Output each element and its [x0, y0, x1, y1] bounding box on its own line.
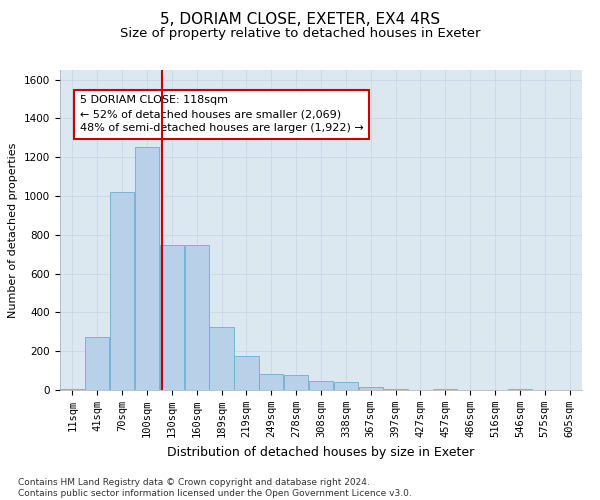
Bar	[334, 382, 358, 390]
X-axis label: Distribution of detached houses by size in Exeter: Distribution of detached houses by size …	[167, 446, 475, 458]
Bar	[508, 389, 532, 390]
Bar	[433, 389, 457, 390]
Text: 5 DORIAM CLOSE: 118sqm
← 52% of detached houses are smaller (2,069)
48% of semi-: 5 DORIAM CLOSE: 118sqm ← 52% of detached…	[80, 95, 364, 133]
Bar	[85, 336, 109, 390]
Bar	[160, 244, 184, 390]
Bar	[259, 374, 283, 390]
Text: Contains HM Land Registry data © Crown copyright and database right 2024.
Contai: Contains HM Land Registry data © Crown c…	[18, 478, 412, 498]
Bar	[60, 389, 85, 390]
Bar	[309, 382, 333, 390]
Bar	[284, 376, 308, 390]
Bar	[359, 387, 383, 390]
Bar	[135, 146, 159, 390]
Bar	[383, 389, 408, 390]
Bar	[209, 327, 234, 390]
Y-axis label: Number of detached properties: Number of detached properties	[8, 142, 19, 318]
Bar	[234, 356, 259, 390]
Bar	[110, 192, 134, 390]
Text: Size of property relative to detached houses in Exeter: Size of property relative to detached ho…	[120, 28, 480, 40]
Text: 5, DORIAM CLOSE, EXETER, EX4 4RS: 5, DORIAM CLOSE, EXETER, EX4 4RS	[160, 12, 440, 28]
Bar	[185, 244, 209, 390]
